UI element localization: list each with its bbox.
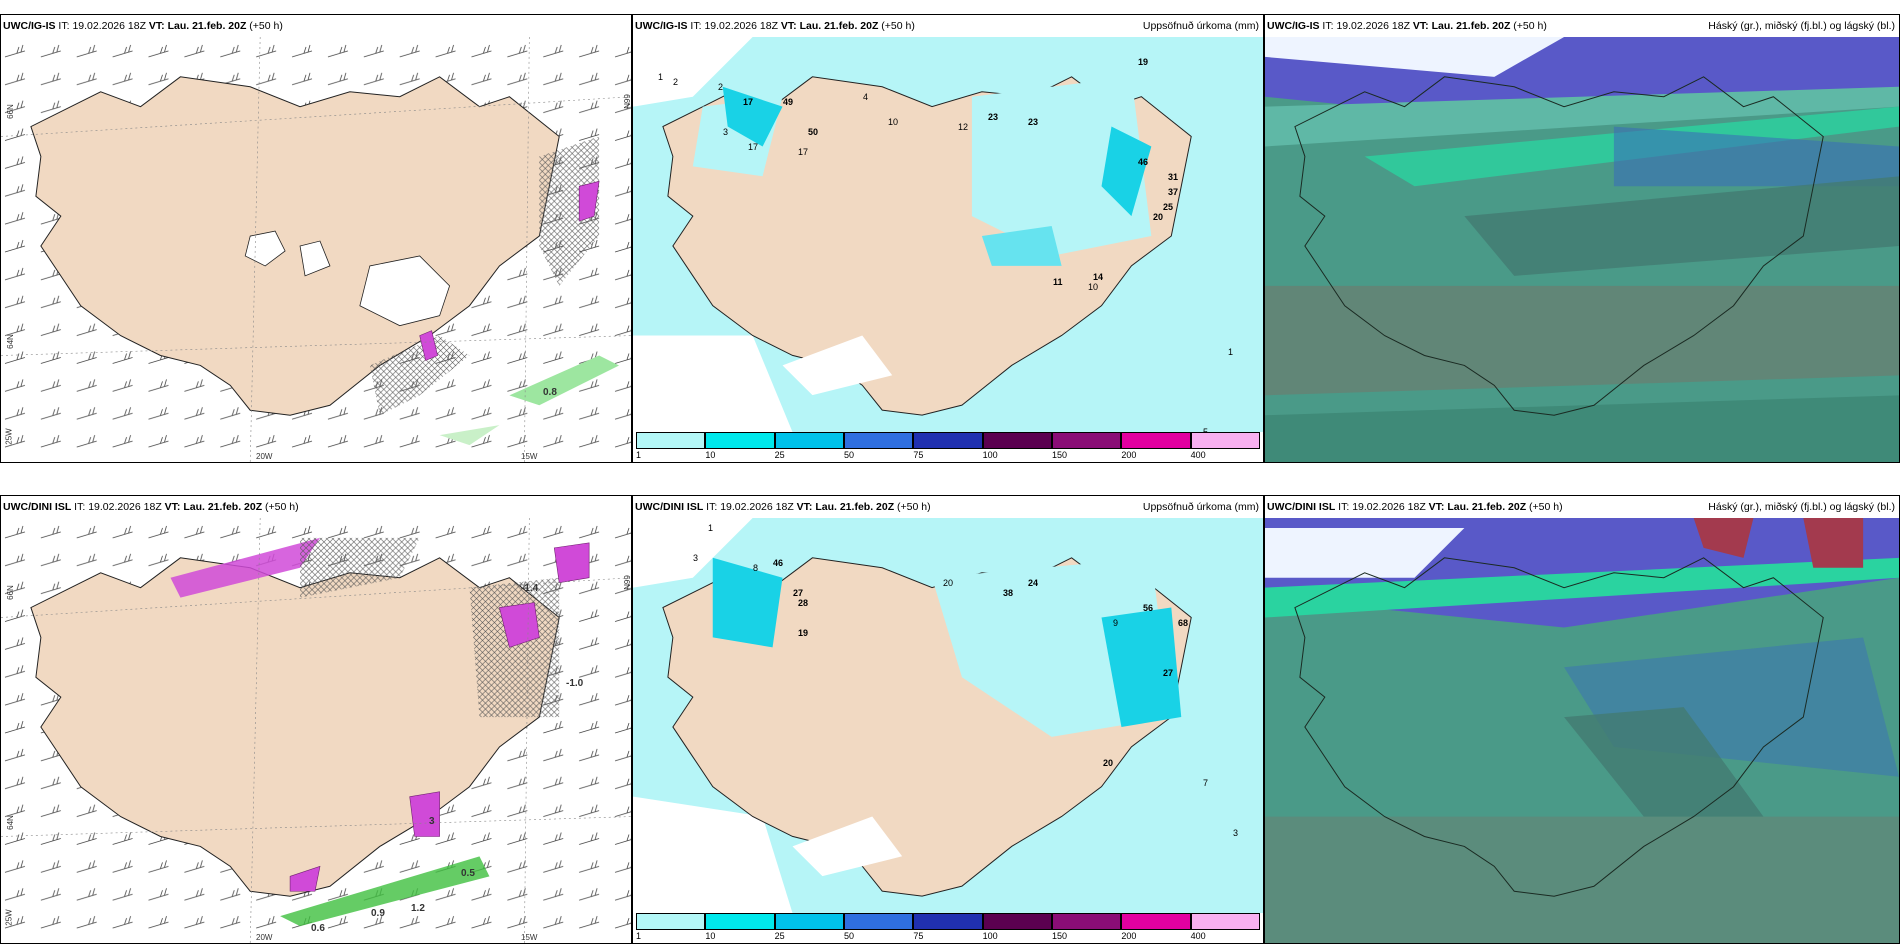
- colorbar-swatch: [1190, 913, 1260, 930]
- colorbar-swatch: [1052, 913, 1122, 930]
- colorbar-tick: 150: [1052, 931, 1068, 941]
- panel-title: UWC/IG-IS IT: 19.02.2026 18Z VT: Lau. 21…: [1265, 15, 1899, 37]
- panel-title: UWC/DINI ISL IT: 19.02.2026 18Z VT: Lau.…: [633, 496, 1263, 518]
- colorbar-tick: 25: [774, 931, 785, 941]
- panel-precip-igis: UWC/IG-IS IT: 19.02.2026 18Z VT: Lau. 21…: [632, 14, 1264, 463]
- lon-label-25: 25W: [4, 909, 14, 926]
- colorbar-tick: 100: [982, 450, 998, 460]
- map-area: [1265, 37, 1899, 462]
- colorbar-tick: 1: [636, 931, 642, 941]
- map-canvas: [1265, 518, 1899, 943]
- colorbar-swatch: [913, 432, 983, 449]
- colorbar-tick: 150: [1052, 450, 1068, 460]
- colorbar-swatch: [844, 913, 914, 930]
- panel-clouds-igis: UWC/IG-IS IT: 19.02.2026 18Z VT: Lau. 21…: [1264, 14, 1900, 463]
- colorbar-swatch: [844, 432, 914, 449]
- map-canvas: [1, 518, 631, 943]
- panel-title: UWC/DINI ISL IT: 19.02.2026 18Z VT: Lau.…: [1265, 496, 1899, 518]
- precip-values: 1 2 2 3 4 17 49 50 17 17 10 12 23 23 19 …: [658, 57, 1234, 437]
- colorbar-tick: 200: [1121, 450, 1137, 460]
- map-canvas: [1265, 37, 1899, 462]
- colorbar-swatch: [705, 432, 775, 449]
- colorbar-swatch: [982, 432, 1052, 449]
- map-area: 66N 64N 25W 20W 15W 66N -1.4 -1.0 0.5 0.…: [1, 518, 631, 943]
- lat-label-66: 66N: [5, 104, 15, 119]
- lat-label-64: 64N: [5, 334, 15, 349]
- map-area: 1 3 8 46 27 28 19 20 38 24 9 56 68 27 20…: [633, 518, 1263, 913]
- colorbar-tick: 25: [774, 450, 785, 460]
- colorbar-tick: 200: [1121, 931, 1137, 941]
- map-area: 1 2 2 3 4 17 49 50 17 17 10 12 23 23 19 …: [633, 37, 1263, 437]
- panel-wind-precip-dini: UWC/DINI ISL IT: 19.02.2026 18Z VT: Lau.…: [0, 495, 632, 944]
- lon-label-20: 20W: [256, 933, 273, 942]
- map-canvas: [633, 518, 1263, 913]
- colorbar: 1 10 25 50 75 100 150 200 400: [636, 913, 1260, 941]
- colorbar-swatch: [1190, 432, 1260, 449]
- colorbar-swatch: [705, 913, 775, 930]
- iceland-outline: [1294, 557, 1824, 897]
- lat-label-66: 66N: [5, 585, 15, 600]
- panel-title: UWC/DINI ISL IT: 19.02.2026 18Z VT: Lau.…: [1, 496, 631, 518]
- panel-title: UWC/IG-IS IT: 19.02.2026 18Z VT: Lau. 21…: [633, 15, 1263, 37]
- colorbar-tick: 50: [844, 450, 855, 460]
- colorbar-tick: 75: [913, 450, 924, 460]
- colorbar-swatch: [982, 913, 1052, 930]
- panel-clouds-dini: UWC/DINI ISL IT: 19.02.2026 18Z VT: Lau.…: [1264, 495, 1900, 944]
- colorbar-tick: 400: [1190, 450, 1206, 460]
- value-label: 0.8: [543, 387, 557, 398]
- colorbar-swatch: [636, 432, 706, 449]
- panel-precip-dini: UWC/DINI ISL IT: 19.02.2026 18Z VT: Lau.…: [632, 495, 1264, 944]
- colorbar-tick: 400: [1190, 931, 1206, 941]
- colorbar-swatch: [774, 432, 844, 449]
- map-canvas: [633, 37, 1263, 432]
- colorbar-swatch: [913, 913, 983, 930]
- colorbar-swatch: [774, 913, 844, 930]
- colorbar-swatch: [1121, 432, 1191, 449]
- colorbar-tick: 50: [844, 931, 855, 941]
- colorbar-tick: 1: [636, 450, 642, 460]
- iceland-outline: [1294, 76, 1824, 416]
- colorbar-tick: 10: [705, 931, 716, 941]
- colorbar-swatch: [1052, 432, 1122, 449]
- colorbar-tick: 10: [705, 450, 716, 460]
- map-canvas: [1, 37, 631, 462]
- map-area: [1265, 518, 1899, 943]
- colorbar-tick: 75: [913, 931, 924, 941]
- colorbar: 1 10 25 50 75 100 150 200 400: [636, 432, 1260, 460]
- lat-label-64: 64N: [5, 815, 15, 830]
- lat-label-right: 66N: [621, 575, 631, 590]
- panel-title: UWC/IG-IS IT: 19.02.2026 18Z VT: Lau. 21…: [1, 15, 631, 37]
- lat-label-right: 66N: [621, 94, 631, 109]
- lon-label-15: 15W: [521, 933, 538, 942]
- colorbar-swatch: [636, 913, 706, 930]
- lon-label-25: 25W: [4, 428, 14, 445]
- colorbar-tick: 100: [982, 931, 998, 941]
- colorbar-swatch: [1121, 913, 1191, 930]
- lon-label-20: 20W: [256, 452, 273, 461]
- precip-values: 1 3 8 46 27 28 19 20 38 24 9 56 68 27 20…: [693, 523, 1239, 838]
- lon-label-15: 15W: [521, 452, 538, 461]
- map-area: 66N 64N 25W 20W 15W 66N 0.8: [1, 37, 631, 462]
- panel-wind-precip-igis: UWC/IG-IS IT: 19.02.2026 18Z VT: Lau. 21…: [0, 14, 632, 463]
